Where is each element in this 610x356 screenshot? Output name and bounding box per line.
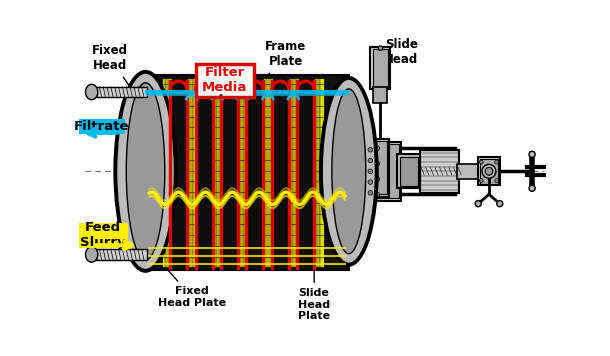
Circle shape <box>529 185 535 191</box>
Bar <box>478 157 500 185</box>
FancyBboxPatch shape <box>79 223 128 247</box>
Ellipse shape <box>332 89 366 254</box>
Bar <box>479 159 498 184</box>
Circle shape <box>378 46 382 51</box>
Bar <box>458 164 481 179</box>
Bar <box>368 141 387 194</box>
Ellipse shape <box>126 83 165 260</box>
FancyBboxPatch shape <box>196 64 254 96</box>
Text: Filter
Media: Filter Media <box>202 67 248 94</box>
Bar <box>248 78 262 267</box>
Circle shape <box>375 192 379 197</box>
Bar <box>146 75 349 270</box>
Bar <box>172 78 186 267</box>
Bar <box>273 78 288 267</box>
Circle shape <box>375 161 379 166</box>
Bar <box>289 78 299 267</box>
Bar <box>367 142 401 200</box>
Circle shape <box>482 164 496 178</box>
Bar <box>212 78 223 267</box>
Ellipse shape <box>85 84 98 100</box>
Bar <box>373 49 388 87</box>
Bar <box>299 78 314 267</box>
Circle shape <box>475 200 481 207</box>
Bar <box>89 249 147 260</box>
Bar <box>397 155 420 188</box>
Circle shape <box>479 160 483 164</box>
Bar <box>264 78 273 267</box>
Bar <box>369 145 399 198</box>
Ellipse shape <box>117 73 175 270</box>
Circle shape <box>375 177 379 181</box>
Ellipse shape <box>322 79 376 264</box>
Bar <box>370 47 390 89</box>
Bar <box>420 150 459 193</box>
Text: Side
Bar: Side Bar <box>345 221 373 249</box>
Circle shape <box>495 179 498 183</box>
Text: Frame
Plate: Frame Plate <box>265 40 306 75</box>
FancyBboxPatch shape <box>79 119 125 134</box>
Circle shape <box>497 200 503 207</box>
Bar <box>197 78 212 267</box>
Bar <box>314 78 324 267</box>
Circle shape <box>368 190 373 195</box>
Circle shape <box>368 180 373 184</box>
Text: Filtrate: Filtrate <box>74 120 129 133</box>
Circle shape <box>529 151 535 157</box>
Bar <box>223 78 237 267</box>
Text: Slide
Head
Plate: Slide Head Plate <box>298 271 330 321</box>
Bar <box>149 77 346 268</box>
Text: Feed
Slurry: Feed Slurry <box>81 221 126 249</box>
Bar <box>162 78 172 267</box>
Bar <box>366 139 389 197</box>
Circle shape <box>368 169 373 174</box>
Text: Fixed
Head Plate: Fixed Head Plate <box>157 271 226 308</box>
Circle shape <box>485 167 493 175</box>
Ellipse shape <box>85 247 98 262</box>
Circle shape <box>375 146 379 151</box>
Bar <box>373 87 387 103</box>
Circle shape <box>479 179 483 183</box>
Bar <box>187 78 197 267</box>
Bar <box>401 167 463 175</box>
Text: Slide
Head: Slide Head <box>380 38 418 73</box>
Circle shape <box>495 160 498 164</box>
Bar <box>238 78 248 267</box>
Circle shape <box>368 147 373 152</box>
Circle shape <box>368 158 373 163</box>
Bar <box>89 87 147 98</box>
Text: Fixed
Head: Fixed Head <box>92 44 138 98</box>
Bar <box>400 157 418 186</box>
